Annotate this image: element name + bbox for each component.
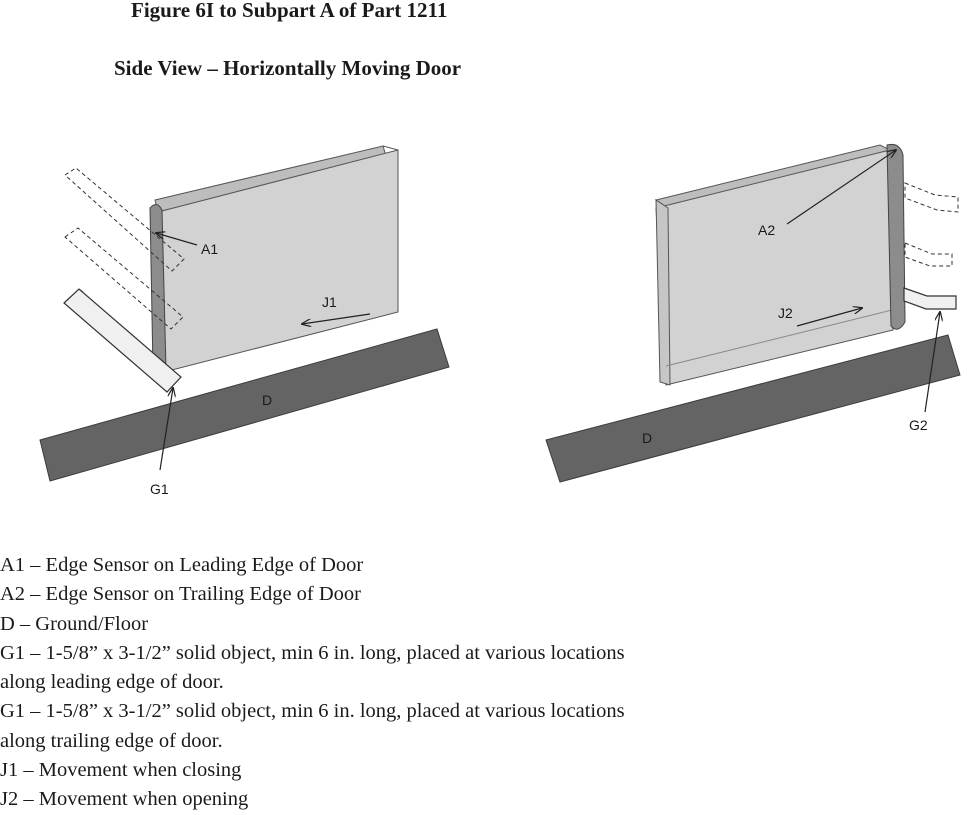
figure-subtitle: Side View – Horizontally Moving Door (114, 56, 462, 80)
test-object-position-upper (64, 167, 185, 272)
label-d-left: D (262, 392, 272, 408)
edge-sensor-a2 (886, 144, 906, 330)
legend-item: along leading edge of door. (0, 671, 224, 694)
test-object-position-right-middle (904, 242, 953, 267)
legend-item: G1 – 1-5/8” x 3-1/2” solid object, min 6… (0, 641, 625, 664)
test-object-g2 (903, 287, 957, 310)
legend-item: A2 – Edge Sensor on Trailing Edge of Doo… (0, 583, 362, 606)
label-g1: G1 (150, 481, 169, 497)
door-panel-right (655, 149, 894, 386)
leader-g2 (924, 312, 940, 413)
label-j2: J2 (778, 305, 793, 321)
test-object-position-middle (64, 227, 184, 330)
legend-item: D – Ground/Floor (0, 612, 149, 635)
label-a1: A1 (201, 241, 218, 257)
arrow-j1 (302, 313, 371, 324)
test-object-position-right-upper (904, 182, 959, 213)
legend: A1 – Edge Sensor on Leading Edge of Door… (0, 551, 800, 815)
door-diagram: A1 J1 D G1 A2 J2 D G2 (39, 144, 961, 497)
legend-item: J1 – Movement when closing (0, 759, 242, 782)
floor-left (39, 328, 450, 482)
legend-item: along trailing edge of door. (0, 729, 223, 752)
label-j1: J1 (322, 294, 337, 310)
door-panel-left (157, 149, 399, 373)
floor-right (545, 334, 961, 483)
right-view: A2 J2 D G2 (545, 144, 961, 483)
left-view: A1 J1 D G1 (39, 145, 450, 497)
figure-title: Figure 6I to Subpart A of Part 1211 (131, 0, 448, 22)
label-g2: G2 (909, 417, 928, 433)
leader-a2 (786, 150, 896, 225)
test-object-g1 (63, 288, 182, 393)
label-d-right: D (642, 430, 652, 446)
leader-g1 (159, 388, 173, 471)
arrow-j2 (796, 308, 862, 327)
leader-a1 (156, 233, 198, 246)
door-frame-right (655, 199, 671, 386)
legend-item: G1 – 1-5/8” x 3-1/2” solid object, min 6… (0, 700, 625, 723)
label-a2: A2 (758, 222, 775, 238)
legend-item: A1 – Edge Sensor on Leading Edge of Door (0, 554, 364, 576)
legend-item: J2 – Movement when opening (0, 788, 249, 811)
